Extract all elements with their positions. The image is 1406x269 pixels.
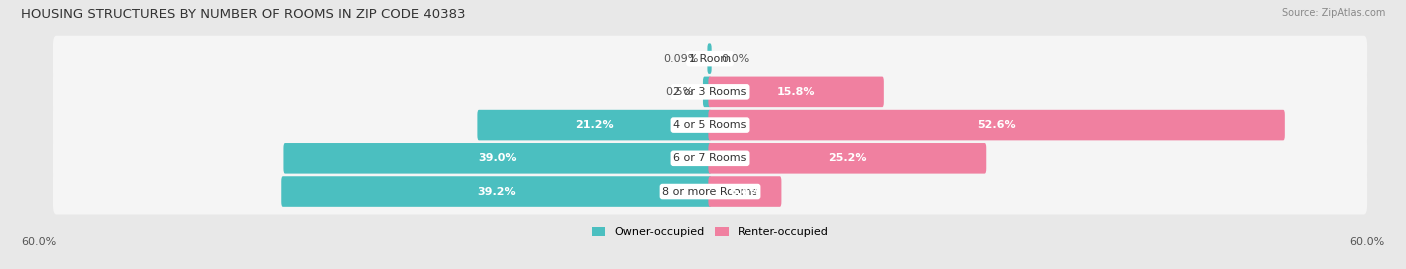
- Text: 0.0%: 0.0%: [721, 54, 749, 64]
- FancyBboxPatch shape: [53, 135, 1367, 181]
- Text: 15.8%: 15.8%: [778, 87, 815, 97]
- Legend: Owner-occupied, Renter-occupied: Owner-occupied, Renter-occupied: [588, 222, 832, 242]
- Text: 21.2%: 21.2%: [575, 120, 614, 130]
- FancyBboxPatch shape: [281, 176, 711, 207]
- FancyBboxPatch shape: [53, 69, 1367, 115]
- Text: 0.09%: 0.09%: [662, 54, 699, 64]
- Text: 60.0%: 60.0%: [21, 237, 56, 247]
- Text: 6 or 7 Rooms: 6 or 7 Rooms: [673, 153, 747, 163]
- Text: HOUSING STRUCTURES BY NUMBER OF ROOMS IN ZIP CODE 40383: HOUSING STRUCTURES BY NUMBER OF ROOMS IN…: [21, 8, 465, 21]
- FancyBboxPatch shape: [53, 36, 1367, 82]
- FancyBboxPatch shape: [709, 77, 884, 107]
- Text: 39.0%: 39.0%: [478, 153, 517, 163]
- FancyBboxPatch shape: [709, 110, 1285, 140]
- Text: 1 Room: 1 Room: [689, 54, 731, 64]
- Text: 52.6%: 52.6%: [977, 120, 1017, 130]
- FancyBboxPatch shape: [478, 110, 711, 140]
- FancyBboxPatch shape: [53, 102, 1367, 148]
- FancyBboxPatch shape: [703, 77, 711, 107]
- FancyBboxPatch shape: [709, 176, 782, 207]
- Text: 6.4%: 6.4%: [730, 186, 761, 197]
- Text: 39.2%: 39.2%: [477, 186, 516, 197]
- Text: 60.0%: 60.0%: [1350, 237, 1385, 247]
- FancyBboxPatch shape: [284, 143, 711, 174]
- Text: 4 or 5 Rooms: 4 or 5 Rooms: [673, 120, 747, 130]
- Text: 0.5%: 0.5%: [665, 87, 693, 97]
- FancyBboxPatch shape: [709, 143, 986, 174]
- Text: Source: ZipAtlas.com: Source: ZipAtlas.com: [1281, 8, 1385, 18]
- FancyBboxPatch shape: [707, 43, 711, 74]
- Text: 25.2%: 25.2%: [828, 153, 866, 163]
- Text: 8 or more Rooms: 8 or more Rooms: [662, 186, 758, 197]
- Text: 2 or 3 Rooms: 2 or 3 Rooms: [673, 87, 747, 97]
- FancyBboxPatch shape: [53, 169, 1367, 214]
